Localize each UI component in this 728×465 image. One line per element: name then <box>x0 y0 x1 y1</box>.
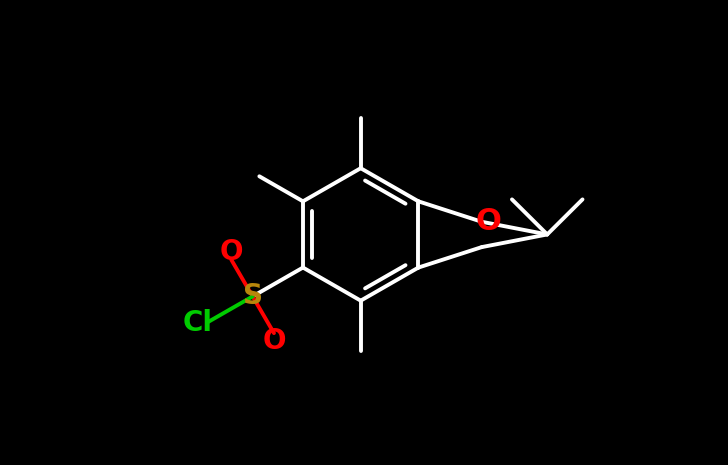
Text: S: S <box>242 282 263 311</box>
Text: O: O <box>262 327 285 355</box>
Text: O: O <box>220 238 243 266</box>
Text: Cl: Cl <box>183 309 213 337</box>
Text: O: O <box>475 207 501 236</box>
